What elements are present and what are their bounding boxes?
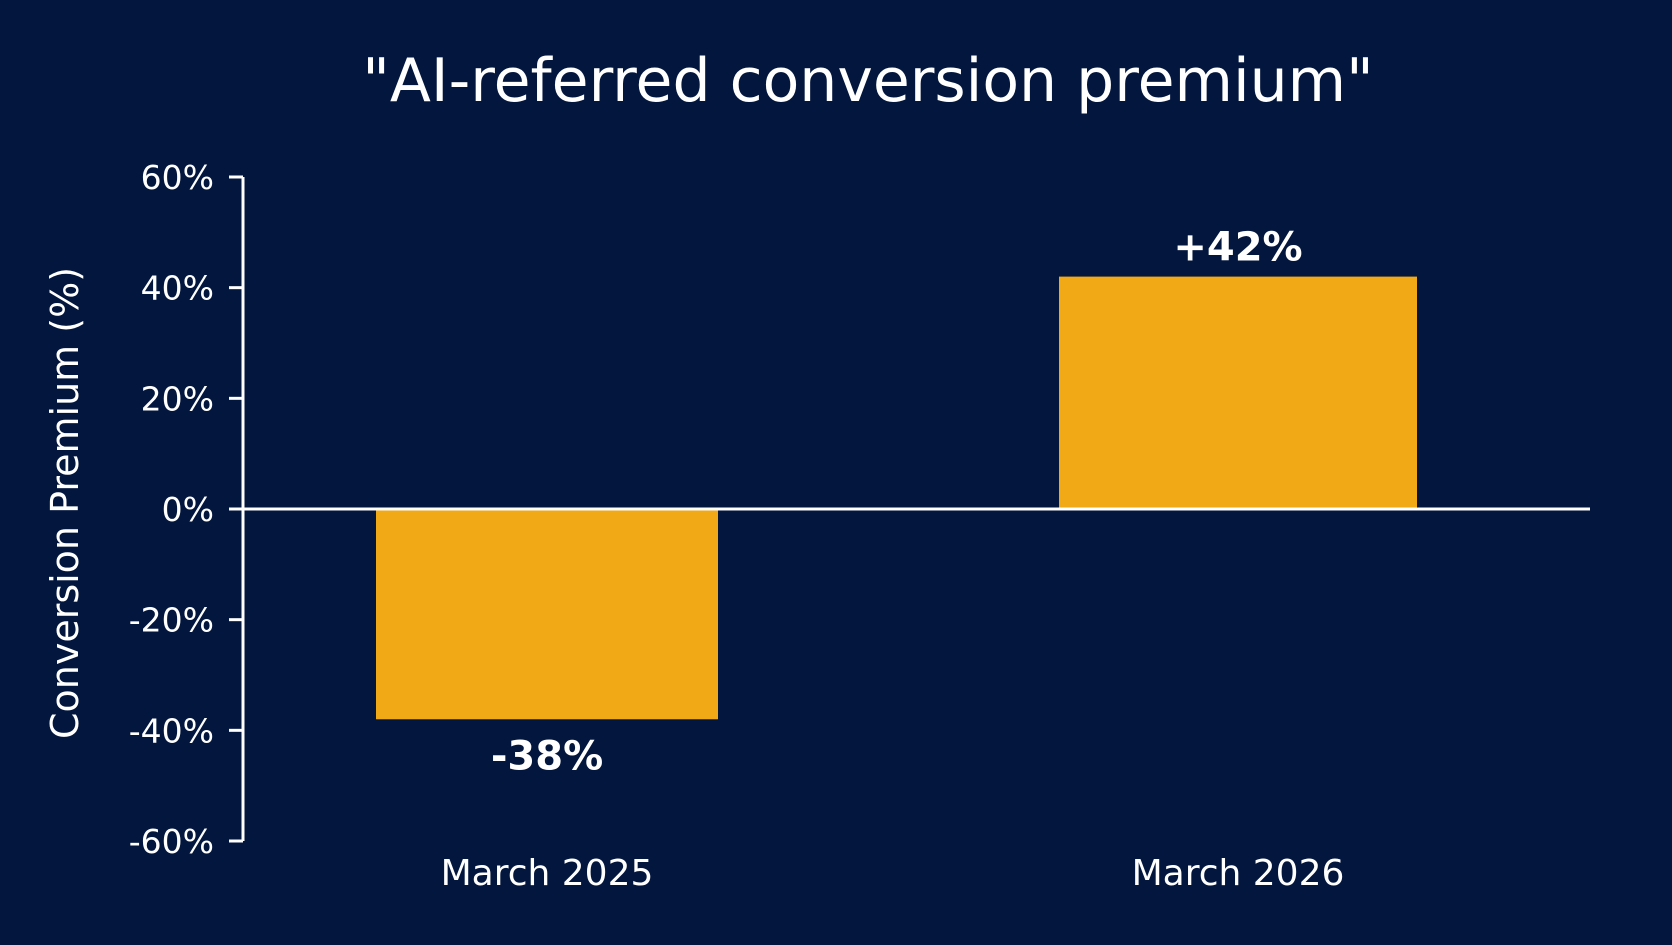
y-tick-label: -20% [129, 601, 214, 640]
y-axis-label: Conversion Premium (%) [43, 267, 87, 739]
y-tick-label: 60% [141, 158, 214, 197]
x-tick-label: March 2025 [441, 853, 654, 894]
y-tick-label: -40% [129, 711, 214, 750]
x-axis-ticks: March 2025 March 2026 [441, 853, 1345, 894]
y-axis-ticks: 60% 40% 20% 0% -20% -40% -60% [129, 158, 243, 861]
data-label: -38% [491, 733, 603, 779]
bar-march-2026 [1059, 276, 1417, 509]
bar-march-2025 [376, 509, 718, 720]
data-labels-group: -38% +42% [491, 225, 1303, 780]
data-label: +42% [1173, 225, 1302, 271]
y-tick-label: 0% [162, 490, 214, 529]
y-tick-label: 40% [141, 269, 214, 308]
bars-group [376, 276, 1417, 720]
chart-title: "AI-referred conversion premium" [362, 46, 1373, 116]
y-tick-label: -60% [129, 822, 214, 861]
y-tick-label: 20% [141, 379, 214, 418]
x-tick-label: March 2026 [1132, 853, 1345, 894]
